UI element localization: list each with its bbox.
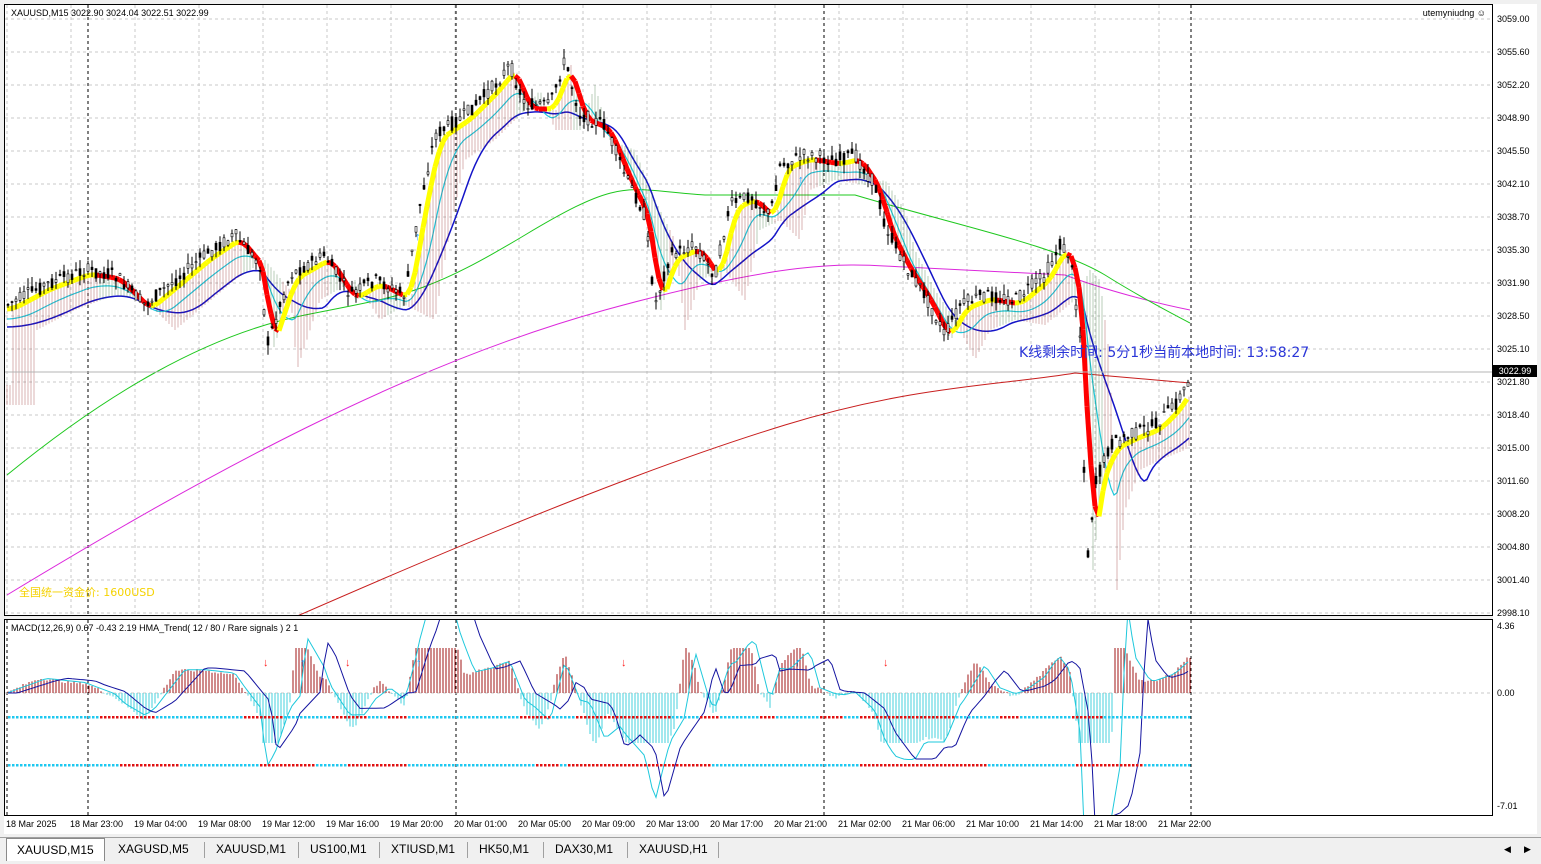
tab-xauusd-m15[interactable]: XAUUSD,M15	[6, 838, 105, 861]
macd-axis-label: 0.00	[1497, 688, 1515, 698]
price-label: 3059.00	[1497, 14, 1530, 24]
time-label: 19 Mar 08:00	[198, 819, 252, 829]
tab-xtiusd-m1[interactable]: XTIUSD,M1	[391, 842, 456, 856]
current-price-marker: 3022.99	[1493, 365, 1537, 377]
time-label: 20 Mar 13:00	[646, 819, 700, 829]
time-label: 21 Mar 10:00	[966, 819, 1020, 829]
time-label: 21 Mar 18:00	[1094, 819, 1148, 829]
price-label: 3042.10	[1497, 179, 1530, 189]
tab-xauusd-h1[interactable]: XAUUSD,H1	[639, 842, 708, 856]
time-label: 19 Mar 04:00	[134, 819, 188, 829]
arrow-down-icon: ↓	[345, 657, 351, 669]
ema-magenta-line	[6, 264, 1191, 596]
signal-arrows: ↑ ↑ ↓	[415, 174, 891, 243]
time-label: 19 Mar 12:00	[262, 819, 316, 829]
price-label: 3031.90	[1497, 278, 1530, 288]
account-name: utemyniudng ☺	[1423, 8, 1486, 18]
tab-separator	[543, 842, 544, 858]
time-label: 20 Mar 05:00	[518, 819, 572, 829]
price-label: 3052.20	[1497, 80, 1530, 90]
candlesticks	[6, 48, 1190, 559]
price-chart[interactable]: ↑ ↑ ↓ XAUUSD,M15 3022.90 3024.04 3022.51 3…	[4, 4, 1493, 616]
arrow-up-icon: ↑	[300, 657, 306, 669]
bar-timer-text: K线剩余时间: 5分1秒当前本地时间: 13:58:27	[1019, 345, 1310, 361]
macd-label: MACD(12,26,9) 0.67 -0.43 2.19 HMA_Trend(…	[11, 623, 299, 633]
trend-band	[6, 65, 1190, 590]
price-label: 3035.30	[1497, 245, 1530, 255]
price-label: 3028.50	[1497, 311, 1530, 321]
time-label: 21 Mar 14:00	[1030, 819, 1084, 829]
time-label: 20 Mar 21:00	[774, 819, 828, 829]
ema-red-line	[298, 372, 1191, 615]
arrow-down-icon: ↓	[621, 657, 627, 669]
tab-separator	[627, 842, 628, 858]
macd-axis-label: 4.36	[1497, 621, 1515, 631]
tab-separator	[718, 842, 719, 858]
tab-xagusd-m5[interactable]: XAGUSD,M5	[118, 842, 189, 856]
tab-separator	[298, 842, 299, 858]
arrow-up-icon: ↑	[416, 657, 422, 669]
tab-separator	[204, 842, 205, 858]
price-label: 3025.10	[1497, 344, 1530, 354]
macd-signal-line	[8, 620, 1189, 815]
price-axis[interactable]: 3059.00 3055.60 3052.20 3048.90 3045.50 …	[1493, 4, 1537, 816]
price-label: 3001.40	[1497, 575, 1530, 585]
tab-dax30-m1[interactable]: DAX30,M1	[555, 842, 614, 856]
price-label: 3038.70	[1497, 212, 1530, 222]
tab-us100-m1[interactable]: US100,M1	[310, 842, 367, 856]
price-label: 3004.80	[1497, 542, 1530, 552]
price-label: 3055.60	[1497, 47, 1530, 57]
price-label: 2998.10	[1497, 608, 1530, 618]
time-axis[interactable]: 18 Mar 2025 18 Mar 23:00 19 Mar 04:00 19…	[4, 816, 1537, 834]
price-label: 3018.40	[1497, 410, 1530, 420]
moving-averages	[6, 92, 1191, 615]
arrow-down-icon: ↓	[263, 657, 269, 669]
price-label: 3011.60	[1497, 476, 1529, 486]
price-chart-canvas[interactable]: ↑ ↑ ↓	[5, 5, 1492, 615]
price-label: 3048.90	[1497, 113, 1530, 123]
macd-axis-label: -7.01	[1497, 801, 1518, 811]
arrow-up-icon: ↑	[795, 657, 801, 669]
ema-green-line	[6, 189, 1191, 476]
time-label: 21 Mar 02:00	[838, 819, 892, 829]
price-label: 3008.20	[1497, 509, 1530, 519]
chart-tabs-bar: XAUUSD,M15 XAGUSD,M5 XAUUSD,M1 US100,M1 …	[0, 837, 1541, 862]
account-label: utemyniudng	[1422, 8, 1475, 18]
arrow-up-icon: ↑	[798, 174, 804, 186]
time-label: 20 Mar 01:00	[454, 819, 508, 829]
price-label: 3015.00	[1497, 443, 1530, 453]
price-grid	[5, 5, 1492, 615]
tab-scroll-left-icon[interactable]: ◀	[1504, 844, 1511, 854]
macd-canvas[interactable]: ↓ ↑ ↓ ↑ ↓ ↑ ↓	[5, 620, 1492, 815]
price-label: 3021.80	[1497, 377, 1530, 387]
time-label: 20 Mar 17:00	[710, 819, 764, 829]
time-label: 20 Mar 09:00	[582, 819, 636, 829]
user-icon: ☺	[1476, 8, 1486, 18]
arrow-up-icon: ↑	[415, 231, 421, 243]
time-label: 18 Mar 23:00	[70, 819, 124, 829]
yellow-note-text: 全国统一资金价: 1600USD	[19, 586, 155, 599]
arrow-down-icon: ↓	[885, 206, 891, 218]
time-label: 21 Mar 22:00	[1158, 819, 1212, 829]
time-label: 19 Mar 16:00	[326, 819, 380, 829]
tab-scroll-right-icon[interactable]: ▶	[1524, 844, 1531, 854]
macd-histogram	[7, 648, 1191, 743]
tab-hk50-m1[interactable]: HK50,M1	[479, 842, 530, 856]
arrow-down-icon: ↓	[883, 657, 889, 669]
time-label: 18 Mar 2025	[6, 819, 57, 829]
macd-line	[7, 620, 1189, 815]
time-label: 21 Mar 06:00	[902, 819, 956, 829]
macd-subwindow[interactable]: ↓ ↑ ↓ ↑ ↓ ↑ ↓ MACD(12,26,9) 0.67 -0.43 2.19 HM…	[4, 619, 1493, 816]
price-label: 3045.50	[1497, 146, 1530, 156]
tab-xauusd-m1[interactable]: XAUUSD,M1	[216, 842, 287, 856]
time-label: 19 Mar 20:00	[390, 819, 444, 829]
tab-separator	[467, 842, 468, 858]
symbol-info: XAUUSD,M15 3022.90 3024.04 3022.51 3022.…	[11, 8, 209, 18]
hma-signal-dots	[8, 716, 1191, 767]
tab-separator	[379, 842, 380, 858]
